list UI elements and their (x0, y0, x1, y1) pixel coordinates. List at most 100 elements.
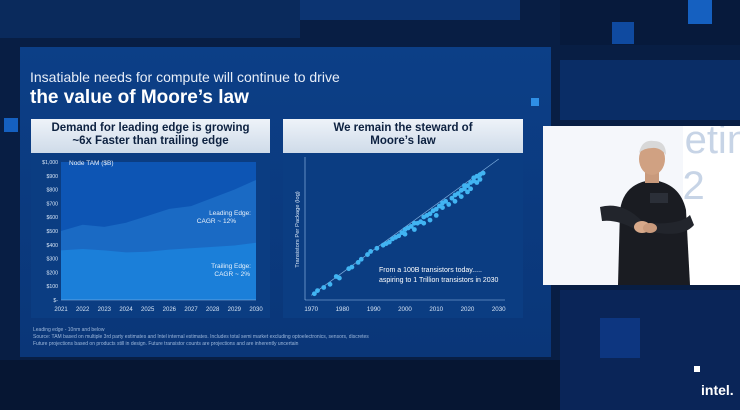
presenter-figure (600, 140, 694, 285)
scatter-point (321, 285, 327, 290)
leading-edge-cagr: CAGR ~ 12% (197, 218, 236, 225)
y-tick-label: $400 (46, 243, 58, 249)
intel-logo: intel. (701, 382, 734, 398)
series-label: Node TAM ($B) (69, 160, 114, 167)
scatter-point (386, 239, 392, 245)
bg-tile (560, 0, 740, 45)
footnote-2: Source: TAM based on multiple 3rd party … (33, 334, 369, 340)
x-tick-label: 2021 (54, 307, 68, 313)
scatter-point (433, 206, 439, 212)
bg-tile (560, 290, 740, 410)
x-tick-label: 2020 (461, 306, 475, 313)
scatter-point (477, 176, 483, 182)
scatter-point (465, 189, 470, 195)
transistor-scatter-chart: 1970 1980 1990 2000 2010 2020 2030 Transistors … (295, 157, 506, 313)
y-tick-label: $300 (46, 257, 58, 263)
tam-chart-panel: Demand for leading edge is growing ~6x F… (31, 119, 270, 318)
y-tick-label: $600 (46, 215, 58, 221)
bg-tile (612, 22, 634, 44)
slide-title-line2: the value of Moore’s law (30, 87, 249, 108)
scatter-point (358, 256, 364, 262)
tam-chart-header: Demand for leading edge is growing ~6x F… (31, 119, 270, 153)
footnote-1: Leading edge - 10nm and below (33, 327, 105, 333)
scatter-point (355, 260, 361, 265)
x-tick-label: 2022 (76, 307, 90, 313)
trailing-edge-label: Trailing Edge: (211, 263, 251, 270)
scatter-point (408, 223, 414, 229)
x-tick-label: 1970 (304, 306, 318, 313)
y-tick-label: $500 (46, 229, 58, 235)
y-tick-label: $200 (46, 270, 58, 276)
bg-tile (0, 360, 560, 410)
scatter-point (440, 205, 445, 210)
annotation-line2: aspiring to 1 Trillion transistors in 20… (379, 277, 499, 284)
bg-tile (560, 60, 740, 120)
moores-law-panel: We remain the steward of Moore’s law 197… (283, 119, 523, 318)
x-tick-label: 2025 (141, 307, 155, 313)
scatter-point (374, 245, 380, 251)
y-tick-label: $100 (46, 284, 58, 290)
annotation-line1: From a 100B transistors today..... (379, 267, 482, 274)
bg-tile (600, 318, 640, 358)
x-tick-label: 2023 (98, 307, 112, 313)
scatter-point (468, 186, 474, 192)
scatter-point (315, 288, 320, 293)
logo-accent (694, 366, 700, 372)
x-tick-label: 2030 (492, 306, 506, 313)
scatter-point (446, 202, 452, 207)
bg-tile (4, 118, 18, 132)
scatter-point (402, 231, 408, 237)
scatter-point (411, 227, 417, 232)
scatter-point (443, 198, 449, 204)
x-tick-label: 2029 (228, 307, 242, 313)
tam-chart-header-line1: Demand for leading edge is growing (51, 122, 250, 134)
y-axis-label: Transistors Per Package (log) (295, 191, 301, 268)
footnote-3: Future projections based on products sti… (33, 341, 299, 347)
moores-law-header-line2: Moore’s law (370, 135, 436, 147)
trailing-edge-area (61, 242, 256, 300)
y-tick-label: $1,000 (42, 160, 58, 166)
scatter-point (480, 170, 486, 176)
x-tick-label: 1980 (336, 306, 350, 313)
scatter-point (465, 183, 470, 189)
x-tick-label: 1990 (367, 306, 381, 313)
x-tick-label: 2026 (163, 307, 177, 313)
slide-accent-square (531, 98, 539, 106)
moores-law-header: We remain the steward of Moore’s law (283, 119, 523, 153)
scatter-point (433, 213, 439, 218)
x-tick-label: 2027 (184, 307, 198, 313)
moores-law-header-line1: We remain the steward of (333, 122, 473, 134)
scatter-point (336, 275, 342, 281)
x-tick-label: 2024 (119, 307, 133, 313)
scatter-point (396, 233, 402, 239)
x-tick-label: 2028 (206, 307, 220, 313)
scatter-point (368, 249, 374, 254)
x-tick-label: 2010 (429, 306, 443, 313)
x-tick-label: 2000 (398, 306, 412, 313)
scatter-point (449, 195, 455, 201)
scatter-point (474, 180, 480, 185)
y-tick-label: $800 (46, 188, 58, 194)
scatter-point (327, 281, 333, 287)
scatter-point (455, 191, 461, 196)
trailing-edge-cagr: CAGR ~ 2% (214, 271, 250, 278)
tam-area-chart: $- $100 $200 $300 $400 $500 $600 $700 $800 $900 $1… (42, 160, 263, 313)
scatter-point (458, 194, 464, 199)
leading-edge-label: Leading Edge: (209, 210, 251, 217)
x-tick-label: 2030 (249, 307, 263, 313)
scatter-point (349, 264, 355, 270)
bg-tile (300, 0, 520, 20)
scatter-point (365, 252, 370, 257)
y-tick-label: $900 (46, 174, 58, 180)
bg-tile (0, 0, 300, 38)
scatter-point (427, 211, 433, 217)
scatter-point (427, 217, 433, 223)
bg-tile (688, 0, 712, 24)
slide-title-line1: Insatiable needs for compute will contin… (30, 69, 340, 85)
scatter-point (452, 198, 458, 204)
y-tick-label: $700 (46, 201, 58, 207)
tam-chart-header-line2: ~6x Faster than trailing edge (72, 135, 229, 147)
y-tick-label: $- (53, 298, 58, 304)
scatter-point (421, 220, 427, 226)
